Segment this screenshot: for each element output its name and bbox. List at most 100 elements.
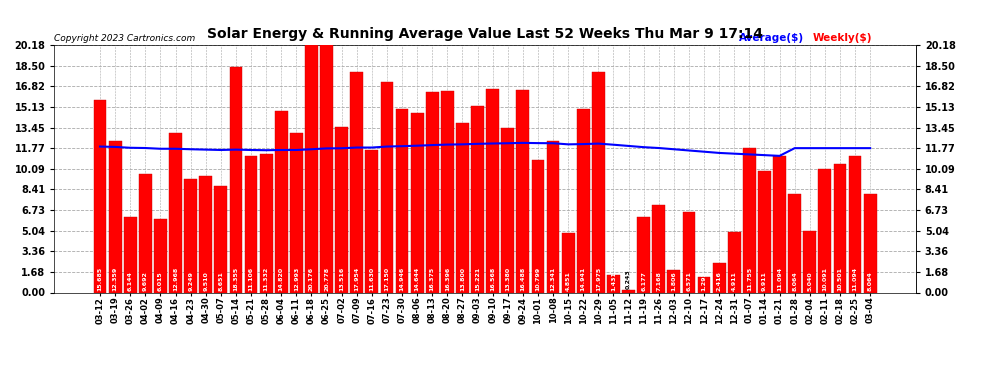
Bar — [728, 232, 741, 292]
Text: 12.341: 12.341 — [550, 266, 555, 291]
Text: 16.375: 16.375 — [430, 266, 435, 291]
Bar — [638, 217, 650, 292]
Bar — [486, 89, 499, 292]
Bar — [320, 38, 333, 292]
Bar — [577, 109, 590, 292]
Bar — [652, 205, 665, 292]
Bar — [667, 270, 680, 292]
Text: 10.091: 10.091 — [823, 267, 828, 291]
Text: 10.501: 10.501 — [838, 267, 842, 291]
Bar — [336, 127, 348, 292]
Text: 14.820: 14.820 — [279, 267, 284, 291]
Text: 15.685: 15.685 — [98, 266, 103, 291]
Text: 8.651: 8.651 — [219, 271, 224, 291]
Bar — [199, 176, 212, 292]
Bar — [501, 128, 514, 292]
Text: 0.243: 0.243 — [626, 269, 631, 289]
Bar — [517, 90, 530, 292]
Text: 11.332: 11.332 — [263, 266, 268, 291]
Bar — [758, 171, 771, 292]
Text: Average($): Average($) — [740, 33, 804, 42]
Text: 17.975: 17.975 — [596, 266, 601, 291]
Bar — [365, 150, 378, 292]
Text: 16.568: 16.568 — [490, 266, 495, 291]
Text: 17.150: 17.150 — [384, 267, 389, 291]
Bar — [94, 100, 107, 292]
Text: 6.015: 6.015 — [158, 271, 163, 291]
Text: 11.094: 11.094 — [777, 267, 782, 291]
Bar — [863, 194, 876, 292]
Text: 14.941: 14.941 — [581, 266, 586, 291]
Text: 6.144: 6.144 — [128, 271, 133, 291]
Bar — [546, 141, 559, 292]
Bar — [154, 219, 167, 292]
Bar — [622, 290, 635, 292]
Text: 11.755: 11.755 — [746, 266, 751, 291]
Text: 16.396: 16.396 — [445, 266, 449, 291]
Bar — [290, 133, 303, 292]
Bar — [471, 106, 484, 292]
Bar — [788, 194, 801, 292]
Text: 7.168: 7.168 — [656, 271, 661, 291]
Text: 15.221: 15.221 — [475, 266, 480, 291]
Text: 4.911: 4.911 — [732, 271, 737, 291]
Bar — [109, 141, 122, 292]
Text: 8.064: 8.064 — [792, 271, 797, 291]
Bar — [139, 174, 151, 292]
Bar — [230, 68, 243, 292]
Text: 2.416: 2.416 — [717, 271, 722, 291]
Text: 9.692: 9.692 — [143, 271, 148, 291]
Bar — [834, 164, 846, 292]
Text: 13.516: 13.516 — [340, 266, 345, 291]
Text: 1.293: 1.293 — [702, 271, 707, 291]
Text: 11.094: 11.094 — [852, 267, 857, 291]
Text: 13.800: 13.800 — [460, 267, 465, 291]
Bar — [215, 186, 228, 292]
Bar — [245, 156, 257, 292]
Bar — [773, 156, 786, 292]
Title: Solar Energy & Running Average Value Last 52 Weeks Thu Mar 9 17:14: Solar Energy & Running Average Value Las… — [207, 27, 763, 41]
Bar — [426, 92, 439, 292]
Text: 9.911: 9.911 — [762, 271, 767, 291]
Text: 11.106: 11.106 — [248, 267, 253, 291]
Bar — [411, 113, 424, 292]
Text: 20.778: 20.778 — [324, 267, 329, 291]
Text: 12.968: 12.968 — [173, 266, 178, 291]
Text: Copyright 2023 Cartronics.com: Copyright 2023 Cartronics.com — [54, 33, 196, 42]
Bar — [698, 277, 711, 292]
Bar — [275, 111, 288, 292]
Text: Weekly($): Weekly($) — [813, 33, 872, 42]
Text: 1.806: 1.806 — [671, 271, 676, 291]
Bar — [259, 153, 272, 292]
Bar — [456, 123, 469, 292]
Text: 4.851: 4.851 — [565, 271, 570, 291]
Text: 18.355: 18.355 — [234, 266, 239, 291]
Bar — [124, 217, 137, 292]
Text: 16.488: 16.488 — [521, 266, 526, 291]
Bar — [169, 134, 182, 292]
Bar — [532, 160, 544, 292]
Bar — [305, 45, 318, 292]
Text: 8.064: 8.064 — [867, 271, 872, 291]
Bar — [441, 92, 453, 292]
Bar — [848, 156, 861, 292]
Text: 12.359: 12.359 — [113, 266, 118, 291]
Bar — [819, 169, 832, 292]
Bar — [592, 72, 605, 292]
Bar — [713, 263, 726, 292]
Bar — [561, 233, 574, 292]
Text: 14.946: 14.946 — [400, 266, 405, 291]
Bar — [742, 148, 755, 292]
Text: 20.176: 20.176 — [309, 267, 314, 291]
Bar — [396, 109, 409, 292]
Text: 17.954: 17.954 — [354, 266, 359, 291]
Bar — [803, 231, 816, 292]
Bar — [607, 275, 620, 292]
Text: 9.510: 9.510 — [203, 271, 208, 291]
Bar — [350, 72, 363, 292]
Text: 12.993: 12.993 — [294, 266, 299, 291]
Text: 6.571: 6.571 — [686, 271, 691, 291]
Text: 9.249: 9.249 — [188, 271, 193, 291]
Text: 5.040: 5.040 — [807, 271, 812, 291]
Text: 14.644: 14.644 — [415, 266, 420, 291]
